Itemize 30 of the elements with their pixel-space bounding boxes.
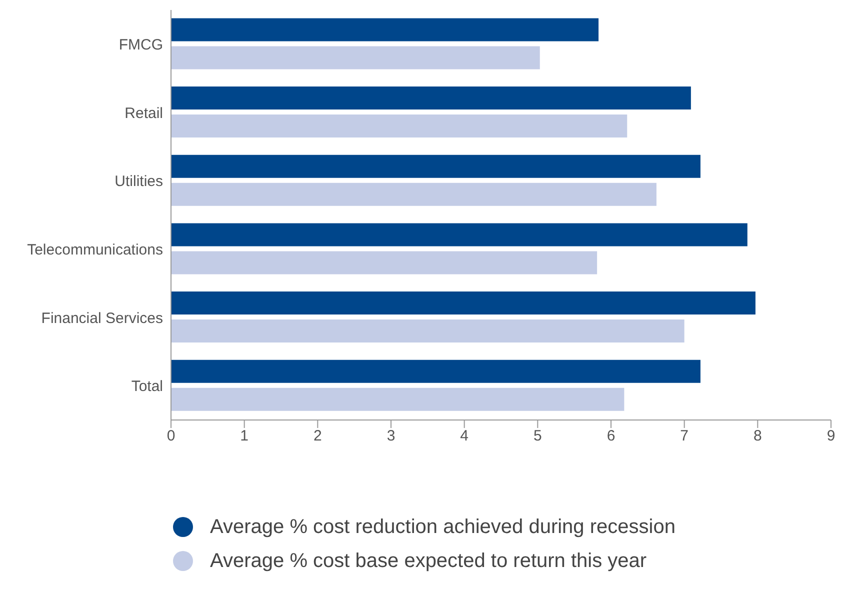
bar (171, 86, 691, 110)
bar (171, 182, 656, 206)
y-tick-label: Telecommunications (27, 241, 163, 258)
bar (171, 114, 628, 138)
y-tick-label: FMCG (118, 36, 163, 54)
bar (171, 154, 700, 178)
bar (171, 360, 700, 383)
legend-label: Average % cost reduction achieved during recession (210, 516, 676, 538)
x-tick-label: 6 (606, 428, 616, 445)
y-tick-label: Retail (124, 104, 163, 122)
x-tick-label: 7 (680, 428, 689, 445)
x-tick-label: 5 (533, 428, 542, 445)
bar (171, 18, 599, 42)
x-tick-label: 8 (753, 428, 762, 445)
x-tick-label: 2 (313, 428, 322, 445)
legend-label: Average % cost base expected to return this year (210, 550, 647, 572)
bar (171, 251, 598, 274)
x-tick-label: 1 (240, 428, 249, 445)
x-tick-label: 4 (460, 428, 469, 445)
bar (171, 388, 624, 411)
x-tick-label: 9 (826, 428, 836, 445)
y-tick-label: Total (131, 378, 163, 396)
y-tick-label: Utilities (114, 173, 163, 190)
bar (171, 46, 540, 70)
x-tick-label: 3 (386, 428, 396, 445)
y-tick-label: Financial Services (41, 310, 163, 327)
bar (171, 320, 684, 343)
bar (171, 223, 748, 246)
bar (171, 292, 756, 315)
x-tick-label: 0 (166, 428, 176, 445)
